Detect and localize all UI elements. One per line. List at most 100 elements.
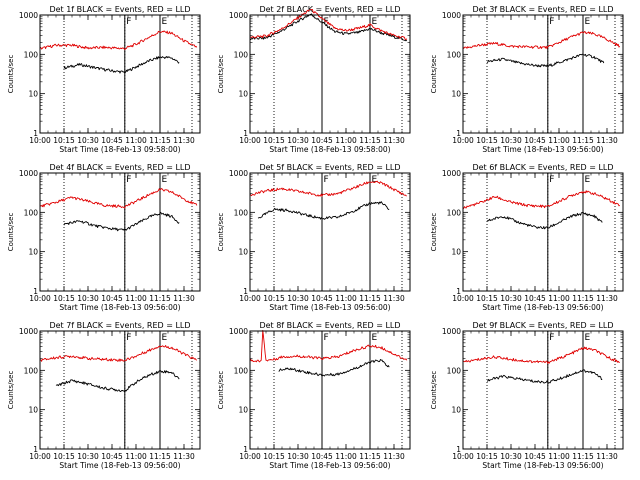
panel-title: Det 3f BLACK = Events, RED = LLD: [472, 5, 613, 14]
y-tick-label: 1: [33, 287, 38, 296]
y-axis-label: Counts/sec: [217, 371, 225, 410]
x-tick-label: 10:30: [287, 294, 309, 303]
x-tick-label: 10:45: [311, 136, 333, 145]
x-tick-label: 10:45: [524, 136, 546, 145]
x-tick-label: 10:30: [287, 136, 309, 145]
events-series-line: [486, 369, 603, 384]
time-marker-label: F: [126, 17, 131, 27]
x-tick-label: 10:15: [476, 294, 498, 303]
x-tick-label: 10:15: [263, 136, 285, 145]
y-tick-label: 1000: [229, 11, 248, 20]
lld-series-line: [249, 180, 407, 197]
time-marker-label: E: [585, 17, 591, 27]
x-tick-label: 11:15: [359, 294, 381, 303]
x-tick-label: 10:45: [524, 452, 546, 461]
panel-title: Det 5f BLACK = Events, RED = LLD: [259, 163, 400, 172]
time-marker-label: F: [324, 17, 329, 27]
x-tick-label: 10:00: [29, 294, 51, 303]
x-tick-label: 11:00: [125, 294, 147, 303]
time-marker-label: F: [549, 175, 554, 185]
y-tick-label: 10: [238, 248, 248, 257]
x-tick-label: 10:15: [263, 452, 285, 461]
panel-det-5: Det 5f BLACK = Events, RED = LLD Counts/s…: [217, 163, 411, 312]
lld-series-line: [39, 30, 198, 51]
x-tick-label: 11:00: [125, 136, 147, 145]
x-tick-label: 10:00: [452, 452, 474, 461]
x-tick-label: 11:00: [335, 452, 357, 461]
lld-series-line: [249, 8, 408, 41]
y-tick-label: 10: [451, 406, 461, 415]
time-marker-label: F: [126, 175, 131, 185]
events-series-line: [63, 56, 180, 74]
y-tick-label: 1: [456, 287, 461, 296]
y-tick-label: 10: [28, 406, 38, 415]
x-tick-label: 11:00: [548, 452, 570, 461]
x-tick-label: 10:30: [287, 452, 309, 461]
plot-frame: [39, 14, 201, 134]
time-marker-label: E: [372, 333, 378, 343]
lld-series-line: [39, 188, 198, 209]
y-tick-label: 100: [234, 208, 249, 217]
y-tick-label: 100: [234, 366, 249, 375]
lld-series-line: [249, 329, 408, 363]
lld-series-line: [39, 345, 198, 362]
y-tick-label: 1: [456, 129, 461, 138]
x-tick-label: 11:30: [173, 294, 195, 303]
panel-title: Det 4f BLACK = Events, RED = LLD: [49, 163, 190, 172]
x-tick-label: 11:15: [572, 294, 594, 303]
x-tick-label: 11:15: [149, 452, 171, 461]
y-tick-label: 100: [447, 50, 462, 59]
y-tick-label: 10: [238, 90, 248, 99]
x-tick-label: 10:00: [239, 136, 261, 145]
y-tick-label: 100: [24, 208, 39, 217]
y-tick-label: 1: [243, 129, 248, 138]
x-tick-label: 11:00: [125, 452, 147, 461]
plot-frame: [249, 172, 411, 292]
y-axis-label: Counts/sec: [430, 213, 438, 252]
y-tick-label: 10: [28, 90, 38, 99]
y-tick-label: 10: [238, 406, 248, 415]
x-tick-label: 10:00: [452, 294, 474, 303]
y-axis-label: Counts/sec: [7, 213, 15, 252]
y-tick-label: 1000: [229, 169, 248, 178]
x-tick-label: 10:30: [77, 452, 99, 461]
x-axis-label: Start Time (18-Feb-13 09:56:00): [482, 145, 603, 154]
x-tick-label: 10:30: [500, 452, 522, 461]
y-tick-label: 1: [33, 129, 38, 138]
plot-frame: [462, 14, 624, 134]
y-tick-label: 100: [24, 366, 39, 375]
time-marker-label: F: [549, 17, 554, 27]
x-tick-label: 10:00: [29, 452, 51, 461]
plot-frame: [249, 14, 411, 134]
x-axis-label: Start Time (18-Feb-13 09:56:00): [59, 461, 180, 470]
y-tick-label: 1000: [442, 11, 461, 20]
lld-series-line: [462, 31, 621, 50]
x-tick-label: 10:30: [500, 294, 522, 303]
x-tick-label: 10:15: [476, 136, 498, 145]
x-tick-label: 10:30: [500, 136, 522, 145]
panel-det-2: Det 2f BLACK = Events, RED = LLD Counts/s…: [217, 5, 411, 154]
x-tick-label: 11:15: [359, 136, 381, 145]
y-tick-label: 100: [234, 50, 249, 59]
x-axis-label: Start Time (18-Feb-13 09:58:00): [59, 145, 180, 154]
x-tick-label: 10:15: [476, 452, 498, 461]
y-axis-label: Counts/sec: [217, 213, 225, 252]
x-tick-label: 10:45: [311, 452, 333, 461]
panel-title: Det 8f BLACK = Events, RED = LLD: [259, 321, 400, 330]
x-axis-label: Start Time (18-Feb-13 09:56:00): [269, 303, 390, 312]
time-marker-label: E: [585, 175, 591, 185]
time-marker-label: E: [585, 333, 591, 343]
x-tick-label: 11:30: [383, 452, 405, 461]
events-series-line: [257, 201, 390, 220]
x-tick-label: 11:15: [149, 294, 171, 303]
y-tick-label: 1: [33, 445, 38, 454]
x-tick-label: 11:15: [149, 136, 171, 145]
y-tick-label: 10: [451, 90, 461, 99]
x-tick-label: 10:00: [239, 452, 261, 461]
x-axis-label: Start Time (18-Feb-13 09:56:00): [269, 461, 390, 470]
x-tick-label: 10:15: [53, 452, 75, 461]
y-tick-label: 100: [447, 208, 462, 217]
x-axis-label: Start Time (18-Feb-13 09:56:00): [59, 303, 180, 312]
x-tick-label: 10:45: [101, 294, 123, 303]
plot-frame: [462, 330, 624, 450]
